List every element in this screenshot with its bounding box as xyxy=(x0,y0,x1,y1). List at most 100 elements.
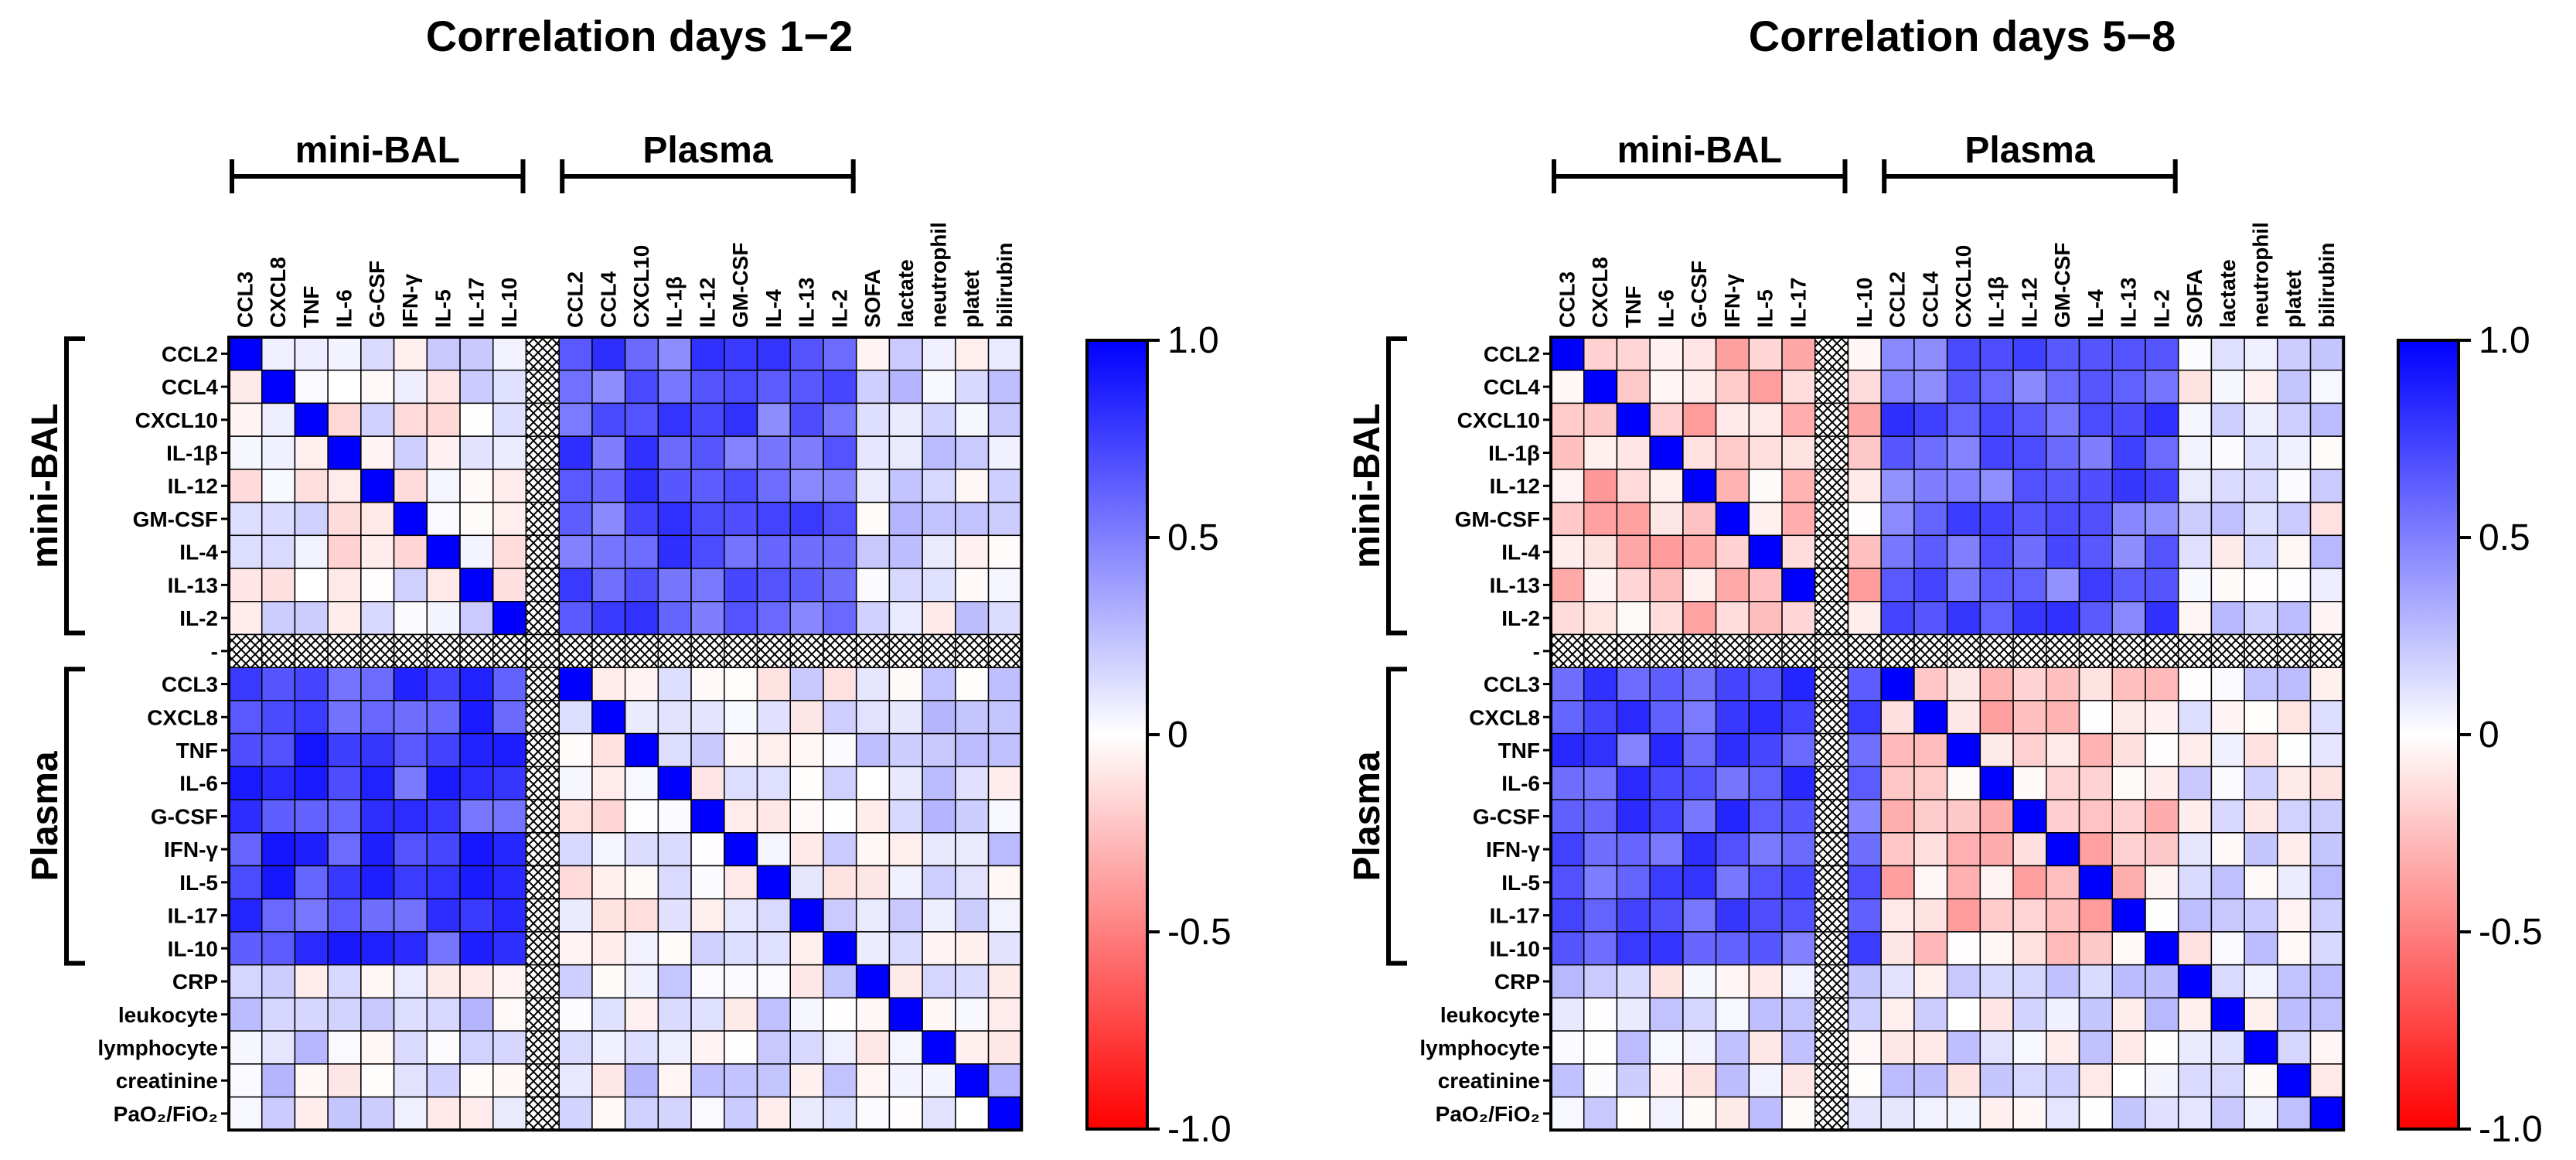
heatmap-cell xyxy=(789,469,824,503)
heatmap-cell xyxy=(657,369,692,404)
heatmap-cell xyxy=(855,469,891,503)
heatmap-cell xyxy=(2078,1030,2113,1065)
heatmap-cell xyxy=(228,799,263,834)
heatmap-cell xyxy=(294,997,329,1032)
heatmap-cell xyxy=(789,1096,824,1131)
heatmap-cell xyxy=(1616,931,1651,966)
heatmap-cell xyxy=(1649,601,1684,636)
heatmap-cell xyxy=(1550,534,1585,569)
heatmap-cell xyxy=(922,601,956,636)
heatmap-cell xyxy=(2210,766,2245,800)
heatmap-cell xyxy=(1880,1063,1915,1098)
heatmap-cell xyxy=(1583,601,1618,636)
row-label-creatinine: creatinine xyxy=(1438,1069,1540,1093)
heatmap-cell xyxy=(426,601,461,636)
heatmap-cell xyxy=(756,865,791,899)
row-label-il-17: IL-17 xyxy=(1490,904,1540,928)
heatmap-cell xyxy=(756,931,791,966)
heatmap-cell xyxy=(1583,997,1618,1032)
heatmap-cell xyxy=(261,336,296,371)
row-label-il-5: IL-5 xyxy=(179,871,218,895)
heatmap-cell xyxy=(855,799,891,834)
heatmap-cell xyxy=(657,931,692,966)
heatmap-cell xyxy=(558,402,593,437)
heatmap-cell xyxy=(2012,997,2047,1032)
heatmap-cell xyxy=(1880,931,1915,966)
heatmap-cell xyxy=(1715,534,1750,569)
heatmap-cell xyxy=(724,1030,758,1065)
heatmap-cell xyxy=(756,601,791,636)
heatmap-cell xyxy=(657,336,692,371)
heatmap-cell xyxy=(1616,534,1651,569)
heatmap-cell xyxy=(1550,700,1585,735)
heatmap-cell xyxy=(1814,633,1849,668)
heatmap-cell xyxy=(1814,336,1849,371)
heatmap-cell xyxy=(294,832,329,867)
heatmap-cell xyxy=(2177,501,2213,537)
colorbar-tick-label: -1.0 xyxy=(2479,1109,2543,1150)
heatmap-cell xyxy=(1781,898,1816,933)
heatmap-cell xyxy=(1583,1096,1618,1131)
heatmap-cell xyxy=(1847,1030,1882,1065)
heatmap-cell xyxy=(2277,469,2312,503)
heatmap-cell xyxy=(2309,799,2345,834)
heatmap-cell xyxy=(360,402,395,437)
heatmap-cell xyxy=(2012,402,2047,437)
heatmap-cell xyxy=(657,469,692,503)
heatmap-cell xyxy=(1847,369,1882,404)
heatmap-cell xyxy=(2210,732,2245,768)
heatmap-cell xyxy=(228,1030,263,1065)
heatmap-cell xyxy=(1616,667,1651,701)
heatmap-cell xyxy=(1583,732,1618,768)
heatmap-cell xyxy=(1616,568,1651,602)
heatmap-cell xyxy=(1682,601,1717,636)
heatmap-cell xyxy=(1715,633,1750,668)
heatmap-cell xyxy=(955,1096,990,1131)
heatmap-cell xyxy=(657,732,692,768)
heatmap-cell xyxy=(591,568,626,602)
heatmap-cell xyxy=(1583,633,1618,668)
heatmap-cell xyxy=(1550,1096,1585,1131)
heatmap-cell xyxy=(1847,336,1882,371)
heatmap-cell xyxy=(228,601,263,636)
heatmap-cell xyxy=(2210,1063,2245,1098)
heatmap-cell xyxy=(724,732,758,768)
heatmap-cell xyxy=(1748,964,1783,999)
heatmap-cell xyxy=(1715,336,1750,371)
heatmap-cell xyxy=(228,898,263,933)
heatmap-cell xyxy=(2177,700,2213,735)
heatmap-cell xyxy=(955,898,990,933)
heatmap-cell xyxy=(855,732,891,768)
heatmap-cell xyxy=(261,501,296,537)
heatmap-cell xyxy=(1616,964,1651,999)
colorbar-tick-label: 0 xyxy=(2479,715,2499,756)
heatmap-cell xyxy=(261,568,296,602)
heatmap-cell xyxy=(2111,700,2146,735)
heatmap-cell xyxy=(922,667,956,701)
row-label-dash: - xyxy=(1533,640,1540,664)
heatmap-cell xyxy=(1682,369,1717,404)
column-group-bracket xyxy=(560,159,856,193)
heatmap-cell xyxy=(2309,369,2345,404)
heatmap-cell xyxy=(525,469,560,503)
heatmap-cell xyxy=(228,1063,263,1098)
heatmap-cell xyxy=(1913,964,1948,999)
heatmap-cell xyxy=(2145,633,2179,668)
heatmap-cell xyxy=(327,469,362,503)
heatmap-cell xyxy=(1682,1063,1717,1098)
heatmap-cell xyxy=(2145,898,2179,933)
heatmap-cell xyxy=(987,534,1023,569)
heatmap-cell xyxy=(1847,1063,1882,1098)
heatmap-cell xyxy=(360,766,395,800)
heatmap-cell xyxy=(955,369,990,404)
heatmap-cell xyxy=(690,799,725,834)
heatmap-cell xyxy=(2145,369,2179,404)
heatmap-cell xyxy=(525,534,560,569)
heatmap-cell xyxy=(1583,534,1618,569)
heatmap-cell xyxy=(724,799,758,834)
heatmap-cell xyxy=(1913,898,1948,933)
heatmap-cell xyxy=(2046,601,2080,636)
heatmap-cell xyxy=(724,534,758,569)
heatmap-cell xyxy=(492,865,527,899)
heatmap-cell xyxy=(789,700,824,735)
